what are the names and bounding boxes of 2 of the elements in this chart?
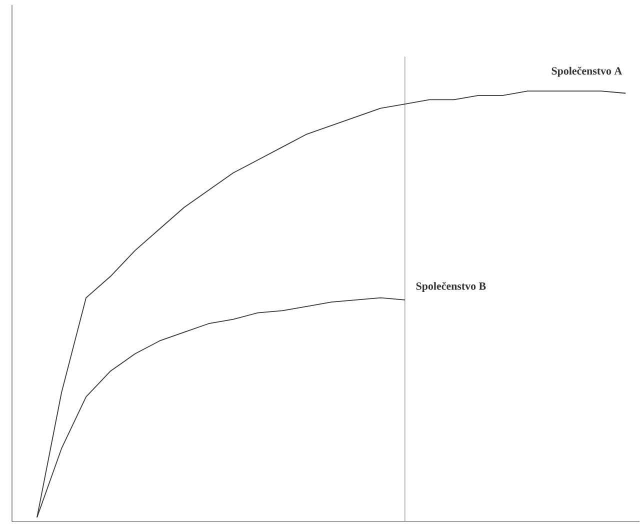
series-label: Společenstvo B xyxy=(416,282,486,292)
series-label: Společenstvo A xyxy=(552,66,622,77)
